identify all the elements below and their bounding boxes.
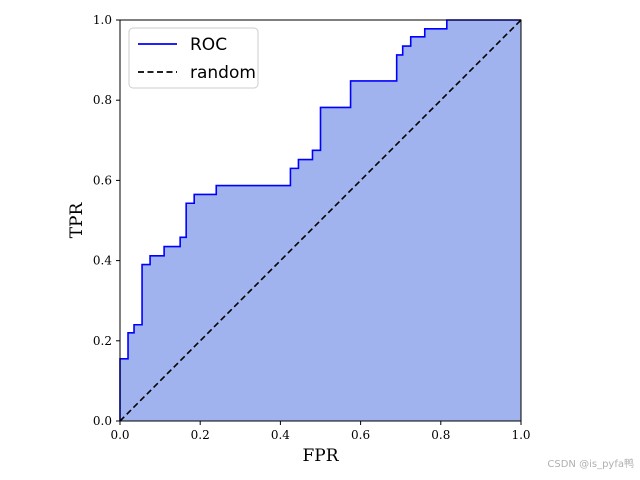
y-tick-label: 0.2: [93, 334, 112, 348]
legend-box: [128, 27, 259, 89]
legend: ROC random: [128, 27, 259, 89]
axes-frame: [119, 19, 522, 422]
x-axis-label: FPR: [302, 446, 339, 466]
legend-label: random: [190, 63, 256, 83]
legend-label: ROC: [190, 35, 227, 55]
y-tick-label: 0.6: [93, 173, 112, 187]
y-tick-label: 0.8: [93, 93, 112, 107]
x-tick-label: 0.6: [351, 428, 370, 442]
roc-area-fill: [120, 20, 521, 421]
x-tick-label: 0.4: [271, 428, 290, 442]
x-tick-label: 0.8: [431, 428, 450, 442]
x-tick-label: 1.0: [511, 428, 530, 442]
axis-ticks: 0.0 0.2 0.4 0.6 0.8 1.0 0.0 0.2 0.4 0.6 0.8 1.0: [93, 13, 531, 442]
roc-area: [120, 20, 521, 421]
watermark: CSDN @is_pyfa鸭: [547, 459, 634, 470]
roc-curve: [119, 19, 521, 421]
x-tick-label: 0.0: [110, 428, 129, 442]
x-tick-label: 0.2: [191, 428, 210, 442]
y-axis-label: TPR: [67, 202, 87, 239]
y-tick-label: 0.4: [93, 254, 112, 268]
series-lines: [119, 19, 522, 422]
y-tick-label: 1.0: [93, 13, 112, 27]
y-tick-label: 0.0: [93, 414, 112, 428]
